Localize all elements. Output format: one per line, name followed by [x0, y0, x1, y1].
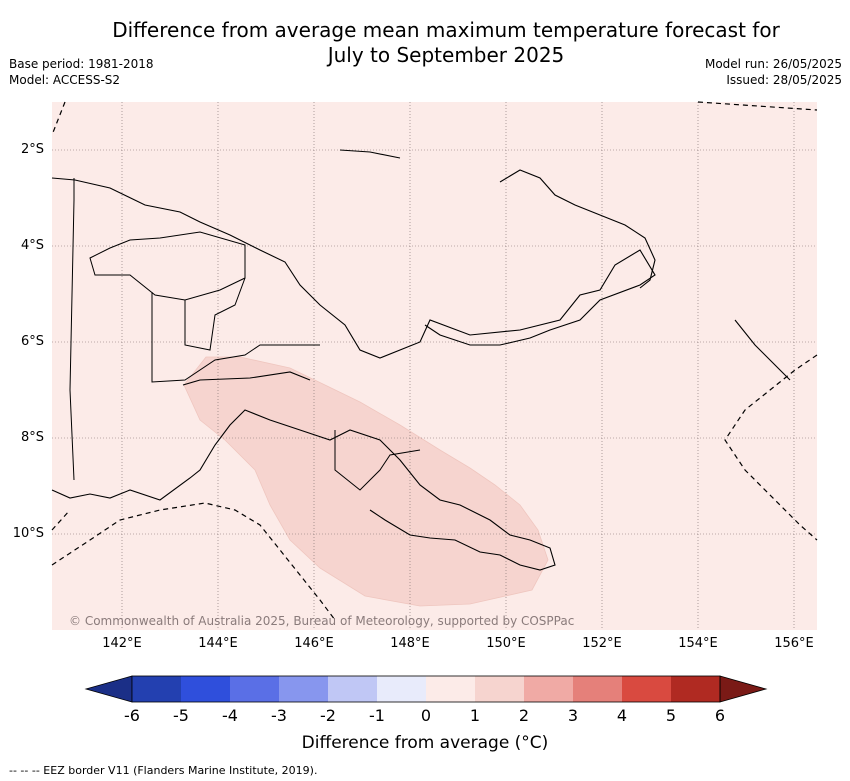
lat-label-2s: 2°S	[20, 142, 44, 157]
model-name: Model: ACCESS-S2	[9, 73, 121, 87]
lon-label-142e: 142°E	[102, 636, 142, 651]
eez-legend-note: -- -- -- EEZ border V11 (Flanders Marine…	[9, 764, 318, 777]
colorbar-title: Difference from average (°C)	[301, 733, 549, 753]
metadata-left: Base period: 1981-2018 Model: ACCESS-S2	[9, 56, 154, 88]
lat-label-4s: 4°S	[20, 238, 44, 253]
colorbar-segment	[671, 676, 720, 702]
colorbar-segment	[573, 676, 622, 702]
colorbar-segment	[622, 676, 671, 702]
colorbar-segment	[524, 676, 573, 702]
boundaries	[69, 178, 421, 491]
colorbar-tick-label: -4	[222, 706, 238, 725]
lon-label-146e: 146°E	[294, 636, 334, 651]
colorbar-tick-label: -5	[173, 706, 189, 725]
colorbar-tick-label: 1	[469, 706, 481, 725]
colorbar-tick-label: 0	[420, 706, 432, 725]
colorbar-tick-label: 5	[665, 706, 677, 725]
lat-label-10s: 10°S	[12, 526, 44, 541]
colorbar-tick-label: 6	[714, 706, 726, 725]
colorbar-segment	[475, 676, 524, 702]
coastlines	[51, 149, 791, 571]
colorbar-extend-low	[84, 675, 133, 703]
map-title: Difference from average mean maximum tem…	[0, 18, 850, 68]
colorbar-segment	[181, 676, 230, 702]
colorbar-tick-label: -1	[369, 706, 385, 725]
colorbar-tick-label: -2	[320, 706, 336, 725]
lon-label-144e: 144°E	[198, 636, 238, 651]
base-period: Base period: 1981-2018	[9, 57, 154, 71]
issued-date: Issued: 28/05/2025	[726, 73, 842, 87]
colorbar-segment	[328, 676, 377, 702]
metadata-right: Model run: 26/05/2025 Issued: 28/05/2025	[705, 56, 842, 88]
model-run: Model run: 26/05/2025	[704, 57, 842, 71]
colorbar-segment	[230, 676, 279, 702]
lon-label-156e: 156°E	[774, 636, 814, 651]
lat-label-8s: 8°S	[20, 430, 44, 445]
colorbar-tick-label: -3	[271, 706, 287, 725]
colorbar-tick-label: 3	[567, 706, 579, 725]
colorbar-tick-label: -6	[124, 706, 140, 725]
lon-label-150e: 150°E	[486, 636, 526, 651]
graticule	[52, 102, 817, 630]
colorbar-tick-label: 4	[616, 706, 628, 725]
title-line-1: Difference from average mean maximum tem…	[112, 18, 780, 42]
colorbar-frame	[131, 675, 721, 703]
colorbar-segment	[377, 676, 426, 702]
lon-label-148e: 148°E	[390, 636, 430, 651]
colorbar	[84, 675, 768, 703]
copyright-notice: © Commonwealth of Australia 2025, Bureau…	[69, 614, 575, 628]
colorbar-extend-high	[719, 675, 768, 703]
colorbar-segment	[426, 676, 475, 702]
colorbar-segment	[132, 676, 181, 702]
lon-label-154e: 154°E	[678, 636, 718, 651]
colorbar-segment	[279, 676, 328, 702]
eez-boundaries	[51, 101, 818, 621]
colorbar-tick-label: 2	[518, 706, 530, 725]
lon-label-152e: 152°E	[582, 636, 622, 651]
title-line-2: July to September 2025	[327, 43, 565, 67]
lat-label-6s: 6°S	[20, 334, 44, 349]
